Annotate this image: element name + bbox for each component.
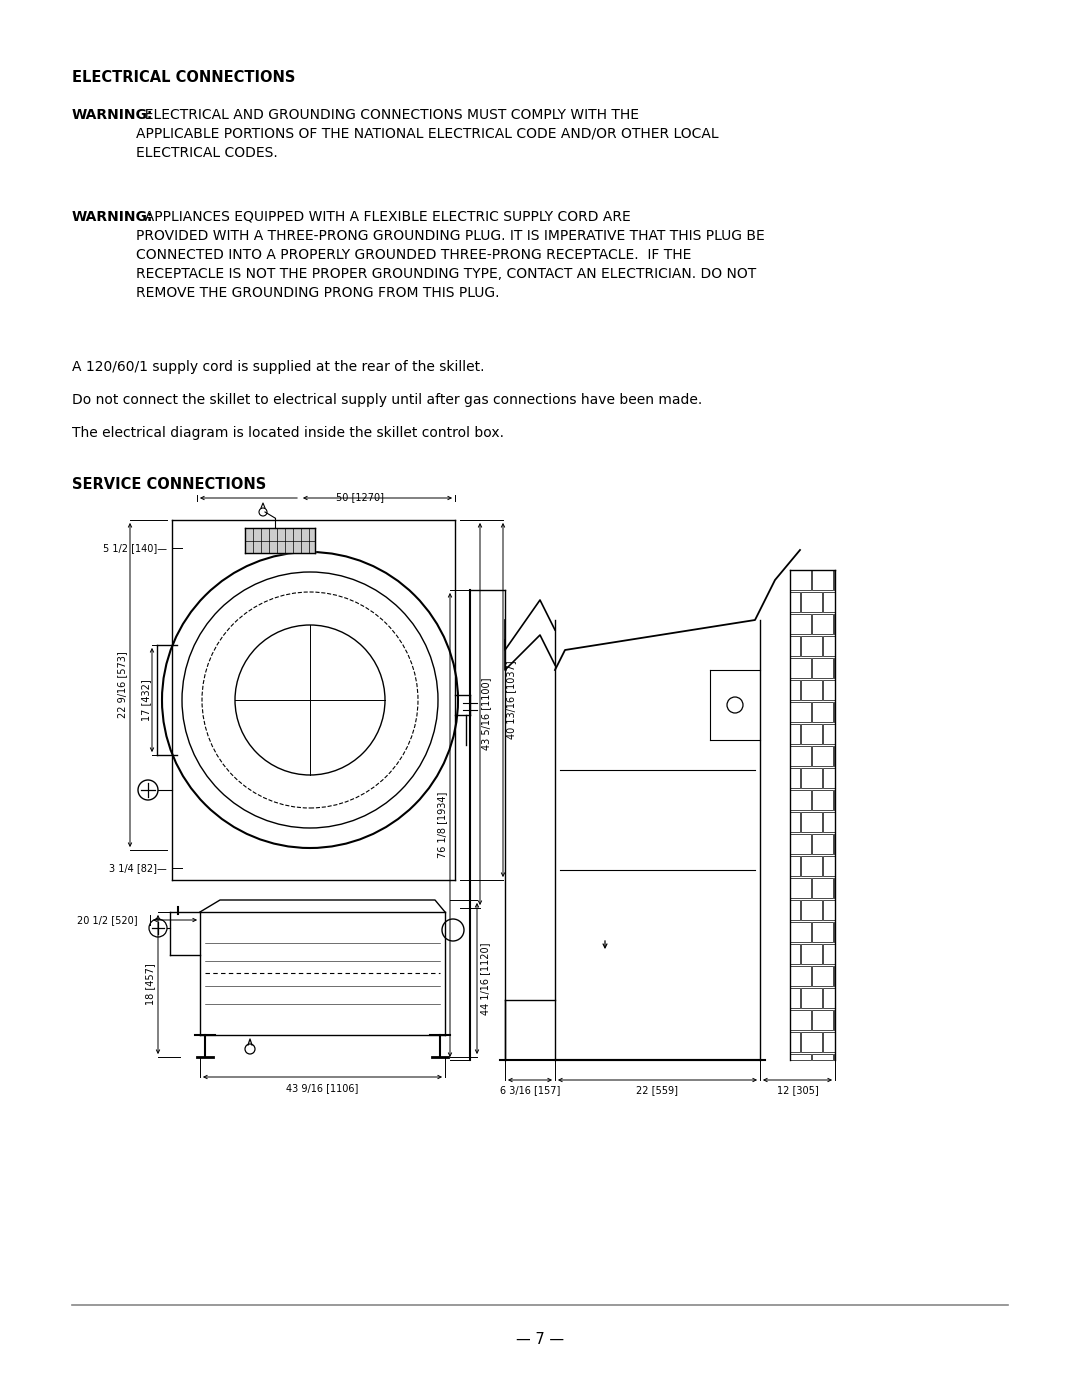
Bar [812, 965, 833, 986]
Bar [789, 856, 800, 876]
Text: — 7 —: — 7 — [516, 1333, 564, 1348]
Text: 6 3/16 [157]: 6 3/16 [157] [500, 1085, 561, 1095]
Bar [801, 592, 822, 612]
Bar [823, 1032, 835, 1052]
Bar [801, 856, 822, 876]
Text: WARNING:: WARNING: [72, 210, 153, 224]
Bar [789, 922, 811, 942]
Bar [812, 877, 833, 898]
Bar [812, 703, 833, 722]
Bar [789, 944, 800, 964]
Bar [789, 988, 800, 1009]
Bar [789, 1032, 800, 1052]
Bar [789, 724, 800, 745]
Bar [789, 636, 800, 657]
Bar [812, 570, 833, 590]
Text: 5 1/2 [140]—: 5 1/2 [140]— [103, 543, 167, 553]
Bar [823, 680, 835, 700]
Text: 76 1/8 [1934]: 76 1/8 [1934] [437, 792, 447, 858]
Text: APPLIANCES EQUIPPED WITH A FLEXIBLE ELECTRIC SUPPLY CORD ARE
PROVIDED WITH A THR: APPLIANCES EQUIPPED WITH A FLEXIBLE ELEC… [136, 210, 765, 300]
Text: ELECTRICAL CONNECTIONS: ELECTRICAL CONNECTIONS [72, 70, 295, 85]
Bar [789, 680, 800, 700]
Text: 43 5/16 [1100]: 43 5/16 [1100] [481, 678, 491, 750]
Bar [812, 922, 833, 942]
Bar [812, 658, 833, 678]
Text: 18 [457]: 18 [457] [145, 964, 156, 1006]
Text: A 120/60/1 supply cord is supplied at the rear of the skillet.: A 120/60/1 supply cord is supplied at th… [72, 360, 485, 374]
Text: 50 [1270]: 50 [1270] [336, 492, 384, 502]
Bar [789, 570, 811, 590]
Bar [823, 900, 835, 921]
Text: 43 9/16 [1106]: 43 9/16 [1106] [286, 1083, 359, 1092]
Bar [812, 1010, 833, 1030]
Bar [823, 944, 835, 964]
Bar [789, 658, 811, 678]
Bar [789, 834, 811, 854]
Bar [823, 988, 835, 1009]
Bar [789, 965, 811, 986]
Bar [801, 944, 822, 964]
Bar [789, 592, 800, 612]
Bar [812, 1053, 833, 1060]
Bar [789, 900, 800, 921]
Bar [812, 789, 833, 810]
Bar [789, 615, 811, 634]
Bar [789, 1010, 811, 1030]
Bar [789, 1053, 811, 1060]
Text: ELECTRICAL AND GROUNDING CONNECTIONS MUST COMPLY WITH THE
APPLICABLE PORTIONS OF: ELECTRICAL AND GROUNDING CONNECTIONS MUS… [136, 108, 718, 159]
Text: Do not connect the skillet to electrical supply until after gas connections have: Do not connect the skillet to electrical… [72, 393, 702, 407]
Bar [823, 812, 835, 833]
Bar [823, 636, 835, 657]
Text: SERVICE CONNECTIONS: SERVICE CONNECTIONS [72, 476, 267, 492]
Bar [823, 592, 835, 612]
Bar [801, 900, 822, 921]
Text: 22 [559]: 22 [559] [636, 1085, 678, 1095]
Bar [823, 724, 835, 745]
Bar [823, 768, 835, 788]
Bar [812, 615, 833, 634]
Bar [823, 856, 835, 876]
Bar [789, 703, 811, 722]
Text: 3 1/4 [82]—: 3 1/4 [82]— [109, 863, 167, 873]
Text: 40 13/16 [1037]: 40 13/16 [1037] [507, 661, 516, 739]
Bar [801, 988, 822, 1009]
Text: 44 1/16 [1120]: 44 1/16 [1120] [480, 942, 490, 1014]
Bar [801, 812, 822, 833]
Bar [789, 812, 800, 833]
Bar [801, 636, 822, 657]
Bar [812, 746, 833, 766]
Text: 12 [305]: 12 [305] [777, 1085, 819, 1095]
Bar [789, 789, 811, 810]
Text: 20 1/2 [520]: 20 1/2 [520] [78, 915, 138, 925]
Text: WARNING:: WARNING: [72, 108, 153, 122]
Bar [789, 877, 811, 898]
Text: 22 9/16 [573]: 22 9/16 [573] [117, 651, 127, 718]
Bar [789, 746, 811, 766]
Bar [801, 724, 822, 745]
Bar [801, 768, 822, 788]
Text: The electrical diagram is located inside the skillet control box.: The electrical diagram is located inside… [72, 426, 504, 440]
Bar [789, 768, 800, 788]
Bar [801, 680, 822, 700]
Text: 17 [432]: 17 [432] [141, 679, 151, 721]
Bar [801, 1032, 822, 1052]
Bar [812, 834, 833, 854]
